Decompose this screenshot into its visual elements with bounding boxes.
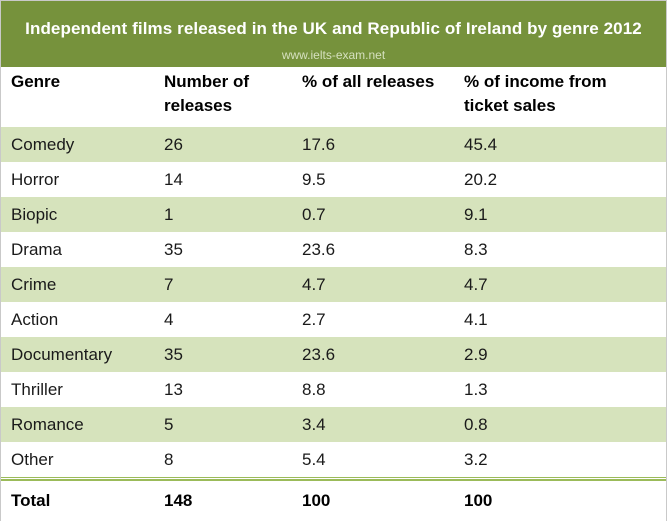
cell-pct-releases: 23.6 xyxy=(302,345,336,364)
table-row: Comedy 26 17.6 45.4 xyxy=(1,127,666,163)
header-pct-all-releases: % of all releases xyxy=(302,70,434,94)
table-row: Drama 35 23.6 8.3 xyxy=(1,232,666,268)
cell-pct-income: 45.4 xyxy=(464,135,498,154)
cell-pct-income: 0.8 xyxy=(464,415,488,434)
cell-pct-releases: 2.7 xyxy=(302,310,326,329)
table-row: Biopic 1 0.7 9.1 xyxy=(1,197,666,233)
table-row: Documentary 35 23.6 2.9 xyxy=(1,337,666,373)
total-label: Total xyxy=(11,491,51,510)
table-row: Horror 14 9.5 20.2 xyxy=(1,162,666,198)
header-number-of-releases: Number of releases xyxy=(164,70,249,118)
cell-pct-income: 4.1 xyxy=(464,310,488,329)
header-row: Genre Number of releases % of all releas… xyxy=(1,67,666,128)
cell-pct-releases: 8.8 xyxy=(302,380,326,399)
cell-releases: 13 xyxy=(164,380,183,399)
total-pct-releases: 100 xyxy=(302,491,331,510)
cell-genre: Romance xyxy=(11,415,84,434)
cell-pct-income: 9.1 xyxy=(464,205,488,224)
cell-releases: 7 xyxy=(164,275,174,294)
cell-pct-releases: 4.7 xyxy=(302,275,326,294)
cell-releases: 26 xyxy=(164,135,183,154)
cell-pct-income: 20.2 xyxy=(464,170,498,189)
table-row: Action 4 2.7 4.1 xyxy=(1,302,666,338)
cell-pct-income: 4.7 xyxy=(464,275,488,294)
cell-releases: 4 xyxy=(164,310,174,329)
cell-pct-income: 3.2 xyxy=(464,450,488,469)
cell-releases: 1 xyxy=(164,205,174,224)
cell-releases: 35 xyxy=(164,240,183,259)
cell-releases: 35 xyxy=(164,345,183,364)
cell-pct-income: 1.3 xyxy=(464,380,488,399)
cell-releases: 8 xyxy=(164,450,174,469)
header-pct-income-line-2: ticket sales xyxy=(464,96,556,115)
watermark: www.ielts-exam.net xyxy=(281,48,386,62)
cell-pct-releases: 17.6 xyxy=(302,135,336,154)
cell-genre: Drama xyxy=(11,240,63,259)
cell-genre: Action xyxy=(11,310,59,329)
cell-genre: Crime xyxy=(11,275,57,294)
cell-genre: Comedy xyxy=(11,135,75,154)
cell-pct-income: 8.3 xyxy=(464,240,488,259)
cell-pct-releases: 9.5 xyxy=(302,170,326,189)
cell-pct-income: 2.9 xyxy=(464,345,488,364)
table-row: Thriller 13 8.8 1.3 xyxy=(1,372,666,408)
cell-genre: Horror xyxy=(11,170,60,189)
header-pct-income-line-1: % of income from xyxy=(464,72,607,91)
table-row: Romance 5 3.4 0.8 xyxy=(1,407,666,443)
table-title: Independent films released in the UK and… xyxy=(25,19,642,38)
header-number-of-releases-line-1: Number of xyxy=(164,72,249,91)
title-bar: Independent films released in the UK and… xyxy=(1,1,666,67)
header-number-of-releases-line-2: releases xyxy=(164,96,233,115)
cell-pct-releases: 23.6 xyxy=(302,240,336,259)
table-row: Crime 7 4.7 4.7 xyxy=(1,267,666,303)
header-genre: Genre xyxy=(11,70,60,94)
cell-genre: Biopic xyxy=(11,205,58,224)
cell-pct-releases: 3.4 xyxy=(302,415,326,434)
cell-releases: 5 xyxy=(164,415,174,434)
cell-pct-releases: 0.7 xyxy=(302,205,326,224)
total-releases: 148 xyxy=(164,491,193,510)
cell-pct-releases: 5.4 xyxy=(302,450,326,469)
cell-genre: Documentary xyxy=(11,345,113,364)
header-pct-all-releases-line-1: % of all releases xyxy=(302,72,435,91)
table-row: Other 8 5.4 3.2 xyxy=(1,442,666,478)
total-pct-income: 100 xyxy=(464,491,493,510)
total-row: Total 148 100 100 xyxy=(1,479,666,522)
header-pct-income: % of income from ticket sales xyxy=(464,70,607,118)
cell-genre: Other xyxy=(11,450,54,469)
cell-genre: Thriller xyxy=(11,380,63,399)
cell-releases: 14 xyxy=(164,170,183,189)
header-genre-line-1: Genre xyxy=(11,72,61,91)
